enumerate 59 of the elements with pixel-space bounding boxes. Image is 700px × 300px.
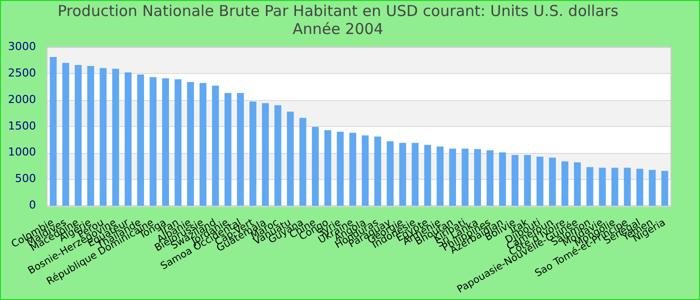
bar	[174, 79, 182, 206]
bar	[324, 130, 332, 206]
bar	[549, 158, 556, 206]
bar	[561, 161, 568, 206]
bar	[62, 62, 70, 206]
bar	[436, 146, 444, 206]
bar	[611, 168, 618, 206]
bar	[536, 156, 544, 206]
bar	[87, 66, 94, 206]
bar	[586, 167, 594, 206]
chart-title: Production Nationale Brute Par Habitant en USD courant: Units U.S. dollars	[58, 2, 619, 20]
bar	[486, 150, 494, 206]
bar	[399, 142, 406, 206]
bar	[224, 93, 232, 206]
bar	[274, 105, 282, 206]
bar	[74, 65, 82, 206]
bar	[262, 103, 269, 206]
bar	[336, 132, 344, 206]
chart-subtitle: Année 2004	[292, 20, 384, 38]
bar	[362, 135, 369, 206]
y-tick-label: 2000	[8, 92, 36, 106]
y-tick-label: 500	[14, 172, 36, 186]
bar	[312, 126, 319, 206]
bar	[624, 168, 631, 206]
bar	[212, 86, 219, 206]
bar	[386, 141, 394, 206]
bar	[150, 77, 157, 206]
bar	[286, 112, 294, 206]
bar	[648, 170, 656, 206]
bar	[462, 148, 469, 206]
y-tick-label: 3000	[8, 40, 36, 53]
bar	[124, 72, 132, 206]
bar	[424, 144, 432, 206]
bar	[50, 57, 57, 206]
bar	[349, 132, 356, 206]
bar	[499, 152, 506, 206]
y-tick-label: 0	[28, 198, 36, 212]
bar	[112, 68, 120, 206]
bar	[412, 142, 419, 206]
bar	[249, 102, 256, 206]
y-tick-label: 1000	[8, 146, 36, 159]
bar	[449, 148, 456, 206]
bar	[661, 170, 668, 206]
bar	[574, 162, 581, 206]
bar	[474, 149, 481, 206]
bar	[187, 82, 194, 206]
bar	[299, 118, 306, 206]
bar	[374, 136, 382, 206]
bar	[100, 68, 107, 206]
bar	[524, 154, 531, 206]
bar	[237, 93, 244, 206]
bar	[200, 83, 206, 206]
bar	[636, 168, 644, 206]
bar	[162, 78, 169, 206]
bar	[137, 74, 144, 206]
bar	[598, 168, 606, 206]
y-tick-label: 1500	[8, 119, 36, 132]
bar	[512, 154, 518, 206]
y-tick-label: 2500	[8, 66, 36, 80]
